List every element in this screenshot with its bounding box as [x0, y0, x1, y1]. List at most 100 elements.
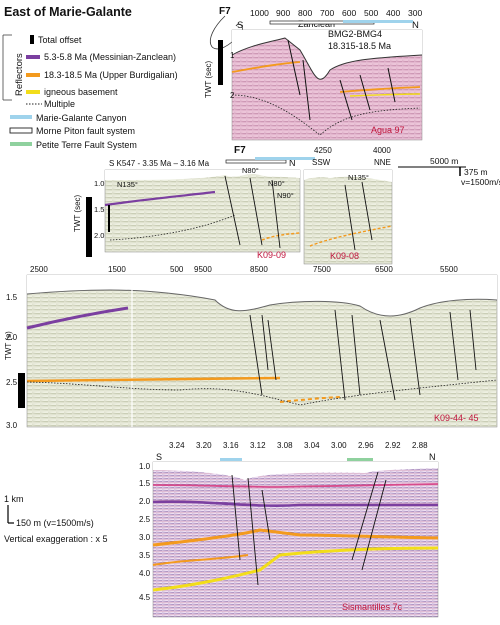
k0909-total-offset	[86, 197, 92, 257]
sism-x-tick: 3.20	[196, 441, 212, 450]
scale-top-distance: 5000 m	[430, 156, 458, 166]
sism-x-tick: 3.24	[169, 441, 185, 450]
sism-north: N	[429, 452, 436, 462]
sism-south: S	[156, 452, 162, 462]
k094445-faults	[249, 309, 477, 401]
k0909-header: S K547 - 3.35 Ma – 3.16 Ma	[109, 159, 210, 168]
f7-label-mid: F7	[234, 145, 246, 156]
k094445-x-tick: 2500	[30, 265, 48, 274]
sism-faults	[231, 471, 387, 586]
legend-total-offset: Total offset	[38, 35, 82, 45]
sism-orange-reflector	[152, 528, 439, 547]
scale-bottom: 1 km 150 m (v=1500m/s) Vertical exaggera…	[4, 494, 108, 544]
k0909-offset-marker	[108, 205, 110, 232]
agua-tick: 600	[342, 8, 356, 18]
sism-x-tick: 2.96	[358, 441, 374, 450]
sism-x-tick: 2.88	[412, 441, 428, 450]
k0909-panel-name: K09-09	[257, 250, 286, 260]
sism-canyon-bar	[220, 458, 242, 461]
k0908-left-tick: 4250	[314, 146, 332, 155]
k0909-purple-reflector	[104, 190, 216, 207]
panel-sismantilles: 3.24 3.20 3.16 3.12 3.08 3.04 3.00 2.96 …	[139, 441, 439, 618]
agua-tick: 300	[408, 8, 422, 18]
k0909-morne-piton-bar	[225, 159, 287, 164]
k094445-x-tick: 6500	[375, 265, 393, 274]
agua-twt-label: TWT (sec)	[204, 60, 213, 98]
sism-x-tick: 3.04	[304, 441, 320, 450]
legend-reflectors-label: Reflectors	[14, 53, 25, 96]
panel-k0908: 4250 4000 SSW NNE N135° K09-08	[303, 146, 393, 265]
petite-terre-swatch	[10, 142, 32, 146]
k094445-purple-reflector	[26, 306, 129, 330]
legend-petite-terre: Petite Terre Fault System	[36, 140, 137, 150]
k094445-water	[27, 275, 497, 316]
k094445-x-tick: 1500	[108, 265, 126, 274]
agua-tick: 500	[364, 8, 378, 18]
sism-y-tick: 1.5	[139, 479, 151, 488]
k094445-x-ticks: 2500 1500 500 9500 8500 7500 6500 5500	[30, 265, 458, 274]
agua-tick: 400	[386, 8, 400, 18]
sism-panel-name: Sismantilles 7c	[342, 602, 403, 612]
scale-top: 5000 m 375 m v=1500m/s	[398, 156, 500, 187]
k0909-multiple	[109, 214, 236, 241]
k0909-twt-tick: 1.5	[94, 205, 104, 214]
k0908-ssw: SSW	[312, 158, 331, 167]
sism-x-tick: 2.92	[385, 441, 401, 450]
k0908-right-tick: 4000	[373, 146, 391, 155]
k094445-y-tick: 1.5	[6, 293, 18, 302]
agua-water	[232, 30, 422, 80]
scale-bottom-time: 150 m (v=1500m/s)	[16, 518, 94, 528]
k094445-y-label: TWT (s)	[4, 331, 13, 360]
legend-messinian: 5.3-5.8 Ma (Messinian-Zanclean)	[44, 52, 176, 62]
legend-multiple: Multiple	[44, 99, 75, 109]
k094445-orange-reflector-dashed	[279, 396, 341, 403]
k0908-seismic-section	[303, 169, 393, 265]
panel-k0909: F7 S K547 - 3.35 Ma – 3.16 Ma 100 N N80°…	[73, 145, 315, 260]
sism-orange-reflector-lower	[152, 554, 249, 566]
scale-top-time: 375 m	[464, 167, 488, 177]
legend-burdigalian: 18.3-18.5 Ma (Upper Burdigalian)	[44, 70, 178, 80]
f7-label-top: F7	[219, 6, 231, 17]
agua-twt-tick: 2	[230, 91, 235, 100]
k094445-orange-reflector	[26, 376, 281, 383]
k0909-water	[105, 170, 300, 180]
agua-tick: 1000	[250, 8, 269, 18]
total-offset-swatch	[30, 35, 34, 44]
agua-north: N	[412, 20, 419, 31]
k0908-orient: N135°	[348, 173, 369, 182]
sism-x-tick: 3.16	[223, 441, 239, 450]
sism-x-ticks: 3.24 3.20 3.16 3.12 3.08 3.04 3.00 2.96 …	[169, 441, 428, 450]
agua-tick: 800	[298, 8, 312, 18]
agua-total-offset	[218, 40, 223, 85]
k094445-x-tick: 500	[170, 265, 184, 274]
sism-y-tick: 3.0	[139, 533, 151, 542]
bmg-age: 18.315-18.5 Ma	[328, 41, 391, 51]
sism-y-tick: 4.0	[139, 569, 151, 578]
bmg-label: BMG2-BMG4	[328, 29, 382, 39]
k094445-x-tick: 9500	[194, 265, 212, 274]
sism-y-tick: 2.5	[139, 515, 151, 524]
scale-bottom-exaggeration: Vertical exaggeration : x 5	[4, 534, 108, 544]
k094445-y-tick: 2.5	[6, 378, 18, 387]
legend-igneous: igneous basement	[44, 87, 118, 97]
k094445-panel-name: K09-44- 45	[434, 413, 479, 423]
agua-seafloor	[231, 37, 423, 80]
k0908-orange-reflector	[309, 225, 393, 247]
morne-piton-swatch	[9, 127, 33, 134]
k0909-north: N	[289, 158, 296, 168]
sism-purple-reflector	[152, 500, 438, 507]
agua-multiple	[231, 94, 421, 136]
canyon-swatch	[10, 115, 32, 119]
k0909-canyon-bar	[255, 157, 315, 160]
legend: Reflectors Total offset 5.3-5.8 Ma (Mess…	[2, 34, 178, 150]
sism-x-tick: 3.08	[277, 441, 293, 450]
k094445-y-tick: 3.0	[6, 421, 18, 430]
legend-morne-piton: Morne Piton fault system	[36, 126, 135, 136]
sism-x-tick: 3.00	[331, 441, 347, 450]
sism-y-ticks: 1.0 1.5 2.0 2.5 3.0 3.5 4.0 4.5	[139, 462, 151, 602]
k0909-orient-1: N80°	[242, 166, 259, 175]
agua-yellow-reflector	[349, 93, 421, 97]
k0908-faults	[344, 181, 373, 251]
panel-k094445: 2500 1500 500 9500 8500 7500 6500 5500	[4, 265, 498, 430]
agua-tick: 700	[320, 8, 334, 18]
